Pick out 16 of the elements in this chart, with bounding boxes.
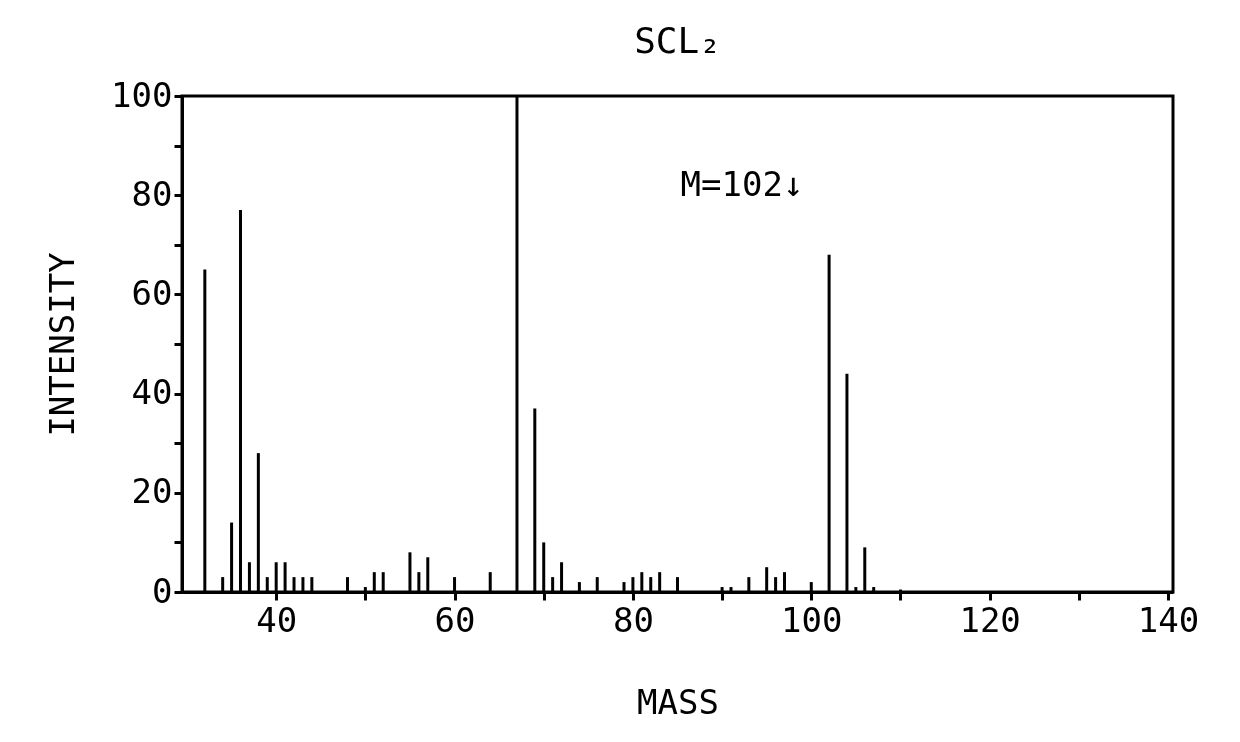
x-tick-label: 140 <box>1137 599 1200 640</box>
x-tick-label: 60 <box>434 599 476 640</box>
y-tick-label: 20 <box>131 471 173 512</box>
y-tick-label: 0 <box>152 570 173 611</box>
chart-title: SCL₂ <box>634 20 721 61</box>
x-axis-title: MASS <box>637 681 719 722</box>
y-axis-title: INTENSITY <box>42 252 83 437</box>
y-tick-label: 40 <box>131 372 173 413</box>
x-tick-label: 120 <box>959 599 1021 640</box>
y-tick-label: 60 <box>131 272 173 313</box>
y-tick-label: 100 <box>111 74 173 115</box>
annotation: M=102↓ <box>680 164 804 204</box>
y-tick-label: 80 <box>131 173 173 214</box>
x-tick-label: 40 <box>256 599 298 640</box>
x-tick-label: 100 <box>781 599 843 640</box>
x-tick-label: 80 <box>612 599 654 640</box>
